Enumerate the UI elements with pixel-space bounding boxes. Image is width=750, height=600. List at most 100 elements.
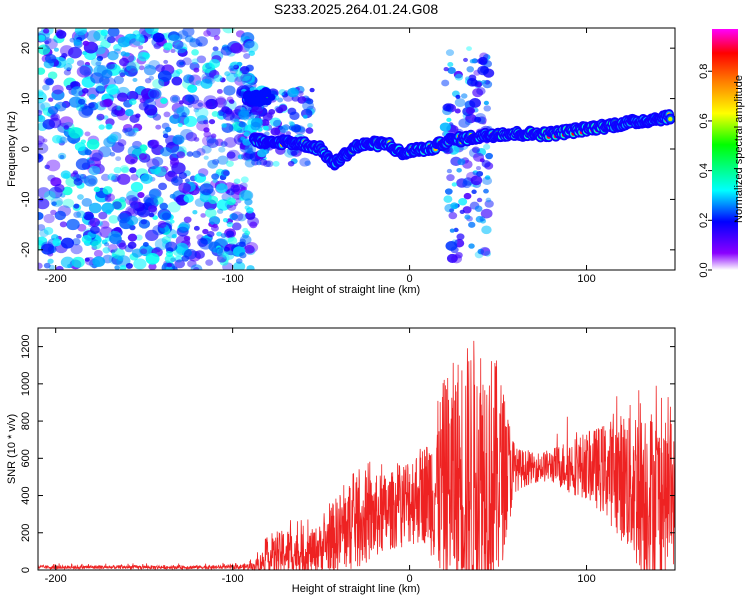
heatmap-cell xyxy=(43,226,54,235)
heatmap-cell xyxy=(224,246,230,252)
heatmap-cell xyxy=(165,266,173,270)
heatmap-cell xyxy=(462,206,472,214)
heatmap-cell xyxy=(469,98,481,108)
heatmap-cell xyxy=(205,259,214,266)
heatmap-cell xyxy=(183,235,191,242)
heatmap-cell xyxy=(126,66,132,71)
heatmap-cell xyxy=(207,231,215,238)
heatmap-cell xyxy=(135,94,144,100)
heatmap-cell xyxy=(466,66,475,73)
heatmap-cell xyxy=(47,105,59,115)
heatmap-cell xyxy=(59,154,65,160)
heatmap-cell xyxy=(265,160,274,168)
heatmap-cell xyxy=(89,149,104,162)
heatmap-cell xyxy=(164,126,172,133)
heatmap-cell xyxy=(239,241,246,248)
colorbar-tick-label: 0.4 xyxy=(698,163,710,178)
heatmap-cell xyxy=(38,224,46,231)
heatmap-cell xyxy=(63,69,72,76)
heatmap-cell xyxy=(250,121,261,131)
heatmap-cell xyxy=(197,102,204,107)
heatmap-cell xyxy=(483,188,489,194)
heatmap-cell xyxy=(172,113,180,119)
heatmap-cell xyxy=(41,241,54,252)
heatmap-cell xyxy=(160,97,168,104)
heatmap-cell xyxy=(148,75,155,81)
x-tick-label: -200 xyxy=(45,273,67,285)
heatmap-cell xyxy=(133,258,147,270)
heatmap-cell xyxy=(139,144,148,152)
heatmap-cell xyxy=(302,114,308,119)
heatmap-cell xyxy=(98,146,112,158)
heatmap-cell xyxy=(206,28,221,37)
heatmap-cell xyxy=(166,262,173,268)
heatmap-cell xyxy=(222,170,230,176)
heatmap-cell xyxy=(287,87,299,98)
heatmap-cell xyxy=(81,235,92,244)
heatmap-cell xyxy=(59,136,68,144)
heatmap-cell xyxy=(88,165,101,176)
heatmap-cell xyxy=(119,165,129,173)
heatmap-cell xyxy=(140,248,148,255)
heatmap-cell xyxy=(223,85,236,96)
heatmap-cell xyxy=(231,211,244,222)
x-tick-label: -100 xyxy=(222,573,244,585)
heatmap-cell xyxy=(464,214,471,220)
heatmap-cell xyxy=(485,197,492,203)
heatmap-cell xyxy=(211,111,219,117)
heatmap-cell xyxy=(477,248,485,255)
heatmap-cell xyxy=(143,65,157,76)
heatmap-cell xyxy=(38,34,46,42)
heatmap-cell xyxy=(468,221,476,228)
heatmap-cell xyxy=(194,107,209,119)
heatmap-cell xyxy=(158,182,168,191)
heatmap-cell xyxy=(54,183,65,193)
heatmap-cell xyxy=(107,28,120,37)
heatmap-cell xyxy=(76,210,86,219)
heatmap-cell xyxy=(84,131,91,137)
heatmap-cell xyxy=(152,78,165,89)
heatmap-cell xyxy=(130,181,144,193)
heatmap-cell xyxy=(168,34,181,46)
heatmap-cell xyxy=(47,71,58,80)
heatmap-cell xyxy=(262,125,269,131)
x-tick-label: 100 xyxy=(577,573,595,585)
heatmap-cell xyxy=(81,197,93,207)
heatmap-cell xyxy=(46,159,61,172)
heatmap-cell xyxy=(193,137,200,142)
heatmap-cell xyxy=(480,208,493,219)
heatmap-cell xyxy=(178,100,184,105)
heatmap-cell xyxy=(62,186,73,196)
heatmap-cell xyxy=(145,252,160,265)
heatmap-cell xyxy=(62,198,75,209)
heatmap-cell xyxy=(471,146,480,154)
heatmap-cell xyxy=(100,29,109,36)
heatmap-cell xyxy=(117,212,130,224)
x-tick-label: 0 xyxy=(407,273,413,285)
heatmap-cell xyxy=(451,254,463,264)
heatmap-cell xyxy=(449,228,455,233)
heatmap-cell xyxy=(129,167,137,174)
heatmap-cell xyxy=(74,142,86,152)
heatmap-cell xyxy=(143,196,152,204)
colorbar: 0.0 0.2 0.4 0.6 0.8 Normalized spectral ampl… xyxy=(698,29,745,278)
snr-ylabel: SNR (10 * v/v) xyxy=(6,414,18,484)
heatmap-cell xyxy=(208,119,216,125)
heatmap-cell xyxy=(147,205,157,213)
heatmap-cell xyxy=(93,249,103,258)
heatmap-cell xyxy=(171,76,183,86)
heatmap-cell xyxy=(155,124,162,130)
heatmap-cell xyxy=(119,57,130,67)
heatmap-cell xyxy=(139,98,146,104)
heatmap-cell xyxy=(113,75,124,85)
heatmap-cell xyxy=(76,60,85,67)
y-tick-label: 400 xyxy=(20,486,32,504)
heatmap-cell xyxy=(242,227,249,233)
heatmap-cell xyxy=(38,154,42,160)
heatmap-cell xyxy=(187,94,200,105)
snr-xlabel: Height of straight line (km) xyxy=(292,583,420,595)
heatmap-cell xyxy=(233,178,241,185)
heatmap-cell xyxy=(244,230,251,236)
heatmap-cell xyxy=(210,133,217,139)
heatmap-cell xyxy=(101,202,115,214)
